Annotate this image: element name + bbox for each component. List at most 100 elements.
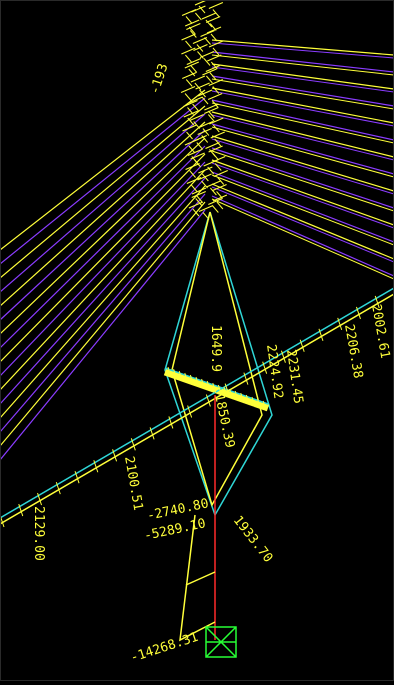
anchor-mark — [182, 124, 197, 132]
anchor-mark — [214, 163, 222, 171]
anchor-mark — [185, 40, 192, 49]
cable-right — [211, 123, 394, 175]
deck-label-right-b: 2206.38 — [341, 323, 365, 380]
anchor-mark — [201, 173, 209, 182]
deck-tick — [224, 383, 230, 396]
anchor-mark — [196, 142, 204, 150]
cable-right — [211, 135, 394, 192]
pier-moment-diagram — [179, 514, 216, 642]
deck-tick — [18, 503, 24, 517]
cable-left — [0, 89, 206, 251]
crossbeam-hatch — [229, 388, 234, 400]
cable-left — [0, 201, 206, 447]
anchor-mark — [209, 117, 224, 125]
deck-tick — [168, 416, 174, 429]
anchor-mark — [192, 208, 200, 217]
cable-right — [211, 183, 394, 260]
anchor-mark — [208, 1, 224, 10]
cable-right — [211, 126, 394, 178]
anchor-mark — [188, 145, 196, 154]
anchor-mark — [206, 26, 222, 34]
cable-left — [0, 97, 206, 265]
deck-line-cyan — [0, 287, 394, 519]
anchor-mark — [201, 96, 209, 105]
anchor-mark — [205, 141, 220, 150]
anchor-mark — [206, 75, 213, 84]
anchor-mark — [212, 194, 228, 202]
crossbeam-hatch — [217, 384, 222, 396]
cable-right — [211, 99, 394, 141]
anchor-mark — [207, 114, 215, 122]
deck-tick — [318, 328, 324, 341]
tower-crossbeam — [163, 368, 270, 412]
cable-right — [211, 54, 394, 76]
cable-left — [0, 193, 206, 433]
cable-left — [0, 153, 206, 363]
deck-tick — [337, 317, 343, 331]
deck-tick — [93, 460, 99, 473]
deck-ticks — [0, 285, 394, 528]
cable-right — [211, 162, 394, 229]
anchor-mark — [202, 128, 210, 136]
crossbeam-hatch — [184, 372, 189, 384]
anchor-mark — [211, 100, 219, 108]
crossbeam-hatch — [206, 380, 211, 392]
anchor-mark — [193, 43, 208, 52]
tower-label-left: 1649.9 — [208, 325, 223, 372]
anchor-mark — [214, 138, 222, 147]
anchor-mark — [192, 36, 208, 45]
fixed-support-icon[interactable] — [205, 626, 237, 658]
anchor-mark — [198, 166, 213, 174]
cable-right — [211, 171, 394, 243]
anchor-mark — [197, 89, 213, 97]
cable-left — [0, 169, 206, 391]
anchor-mark — [202, 68, 217, 76]
cable-label-top: -193 — [148, 62, 172, 96]
deck-tick — [374, 295, 380, 309]
deck-tick — [299, 339, 305, 352]
tower-inner-outline — [171, 211, 263, 507]
anchor-mark — [195, 194, 203, 203]
deck-tick — [356, 306, 361, 320]
anchor-mark — [208, 40, 224, 48]
deck-label-left-b: 2129.00 — [31, 506, 46, 561]
anchor-mark — [189, 170, 196, 178]
anchor-mark — [187, 148, 203, 157]
pier-label-c: 1933.70 — [230, 513, 276, 565]
anchor-mark — [208, 110, 215, 119]
deck-tick — [149, 427, 155, 440]
anchor-mark — [198, 5, 206, 14]
anchor-mark — [213, 169, 228, 178]
anchor-mark — [190, 75, 206, 83]
crossbeam-hatch — [257, 398, 262, 410]
crossbeam-hatch — [262, 400, 267, 412]
anchor-mark — [189, 30, 197, 38]
cable-right — [211, 102, 394, 144]
anchor-mark — [190, 152, 205, 160]
anchor-mark — [189, 113, 204, 122]
anchor-mark — [188, 96, 203, 104]
anchor-mark — [195, 12, 202, 21]
anchor-mark — [186, 57, 202, 66]
crossbeam-hatch — [234, 390, 239, 402]
anchor-mark — [207, 92, 223, 101]
anchor-mark — [195, 82, 210, 90]
cable-left — [0, 121, 206, 307]
anchor-mark — [183, 110, 199, 118]
cable-right — [211, 111, 394, 158]
anchor-mark — [194, 159, 201, 168]
anchor-mark — [197, 173, 212, 181]
anchor-mark — [187, 117, 195, 126]
anchor-mark — [209, 72, 217, 80]
cable-right — [211, 75, 394, 107]
cable-right — [211, 138, 394, 195]
cable-left — [0, 137, 206, 335]
cable-right — [211, 195, 394, 277]
deck-line-yellow — [0, 293, 394, 525]
anchor-mark — [210, 187, 217, 196]
anchor-mark — [203, 159, 218, 167]
tower-label-right-a: 2231.45 — [283, 348, 305, 404]
crossbeam-hatch — [189, 374, 194, 386]
